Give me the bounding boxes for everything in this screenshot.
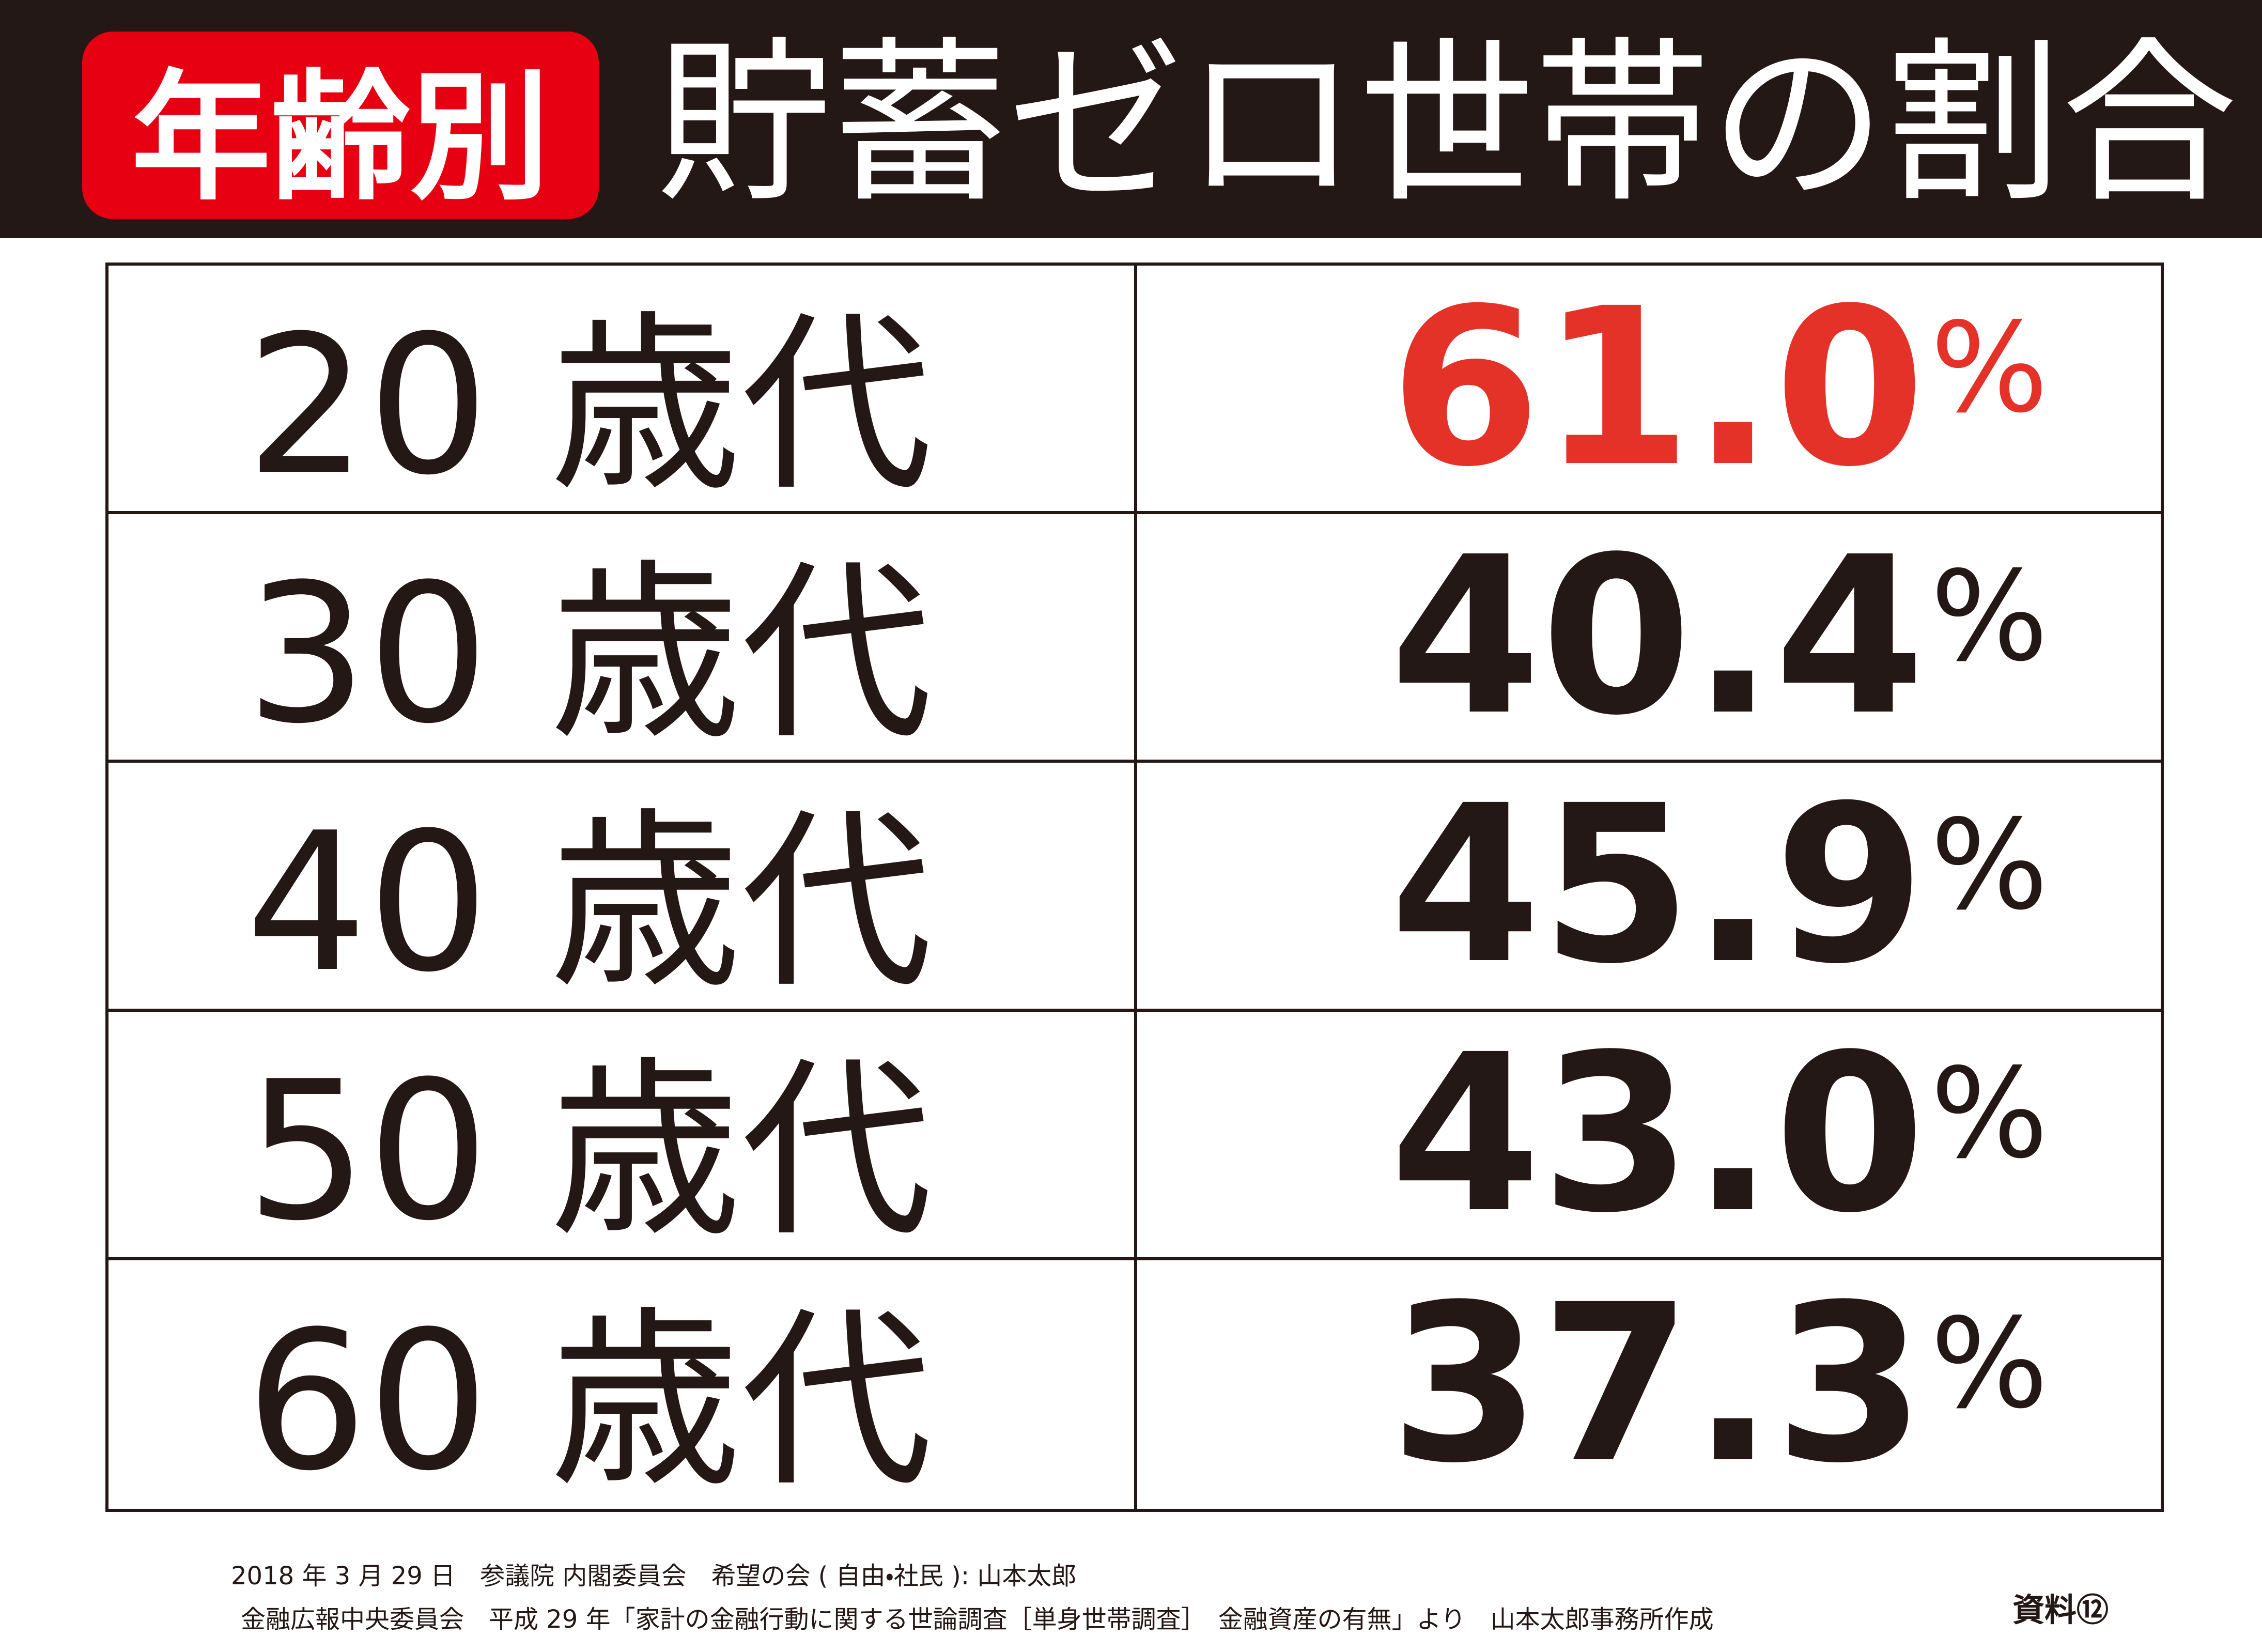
unit: %	[1930, 792, 2049, 937]
value: 43.0	[1390, 1008, 1926, 1261]
table-row: 30 歳代 40.4%	[109, 511, 2161, 766]
value-cell: 43.0%	[1390, 1008, 2049, 1261]
age-label: 50 歳代	[245, 1041, 933, 1263]
note: 資料⑫	[2012, 1591, 2109, 1629]
value-cell: 45.9%	[1390, 759, 2049, 1012]
table-row: 60 歳代 37.3%	[109, 1258, 2161, 1514]
column-divider	[1134, 266, 1137, 1509]
footer-line: 金融広報中央委員会 平成 29 年「家計の金融行動に関する世論調査［単身世帯調査…	[241, 1605, 1714, 1634]
table: 20 歳代 61.0% 30 歳代 40.4% 40 歳代 45.9% 50 歳代 43.0%…	[105, 262, 2164, 1514]
title: 貯蓄ゼロ世帯の割合	[656, 22, 2237, 226]
age-label: 30 歳代	[245, 543, 933, 766]
unit: %	[1930, 1041, 2049, 1186]
age-label: 20 歳代	[245, 295, 933, 517]
value-cell: 61.0%	[1390, 262, 2049, 515]
age-label: 60 歳代	[245, 1291, 933, 1514]
value-cell: 40.4%	[1390, 511, 2049, 764]
table-row: 20 歳代 61.0%	[109, 262, 2161, 517]
unit: %	[1930, 1291, 2049, 1437]
value: 37.3	[1390, 1258, 1926, 1511]
value: 61.0	[1390, 262, 1926, 515]
value: 40.4	[1390, 511, 1926, 764]
badge: 年齢別	[82, 32, 599, 219]
footer-line: 2018 年 3 月 29 日 参議院 内閣委員会 希望の会 ( 自由・社民 )…	[231, 1562, 1077, 1591]
value: 45.9	[1390, 759, 1926, 1012]
unit: %	[1930, 544, 2049, 689]
table-row: 50 歳代 43.0%	[109, 1008, 2161, 1263]
value-cell: 37.3%	[1390, 1258, 2049, 1511]
age-label: 40 歳代	[245, 792, 933, 1014]
unit: %	[1930, 295, 2049, 440]
table-row: 40 歳代 45.9%	[109, 759, 2161, 1014]
